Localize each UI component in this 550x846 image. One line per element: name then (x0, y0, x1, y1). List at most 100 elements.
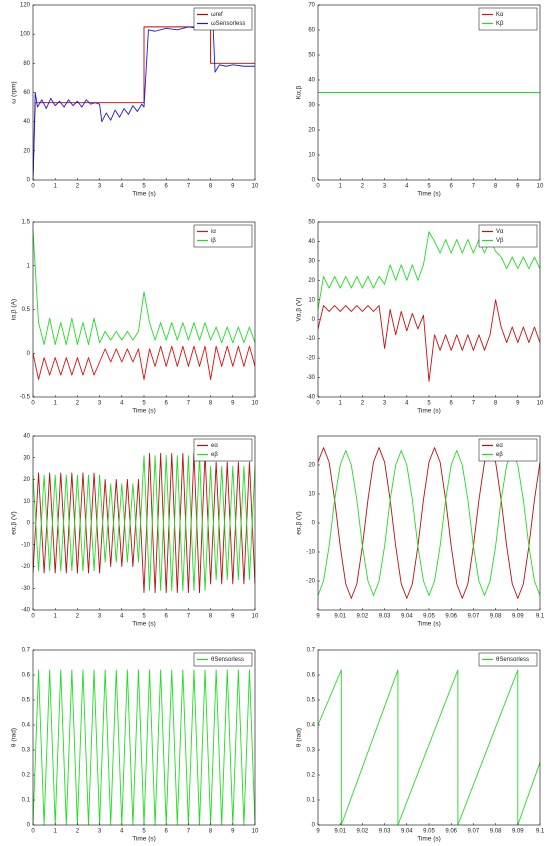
x-tick-label: 9.01 (334, 614, 346, 620)
y-tick-label: 0 (312, 317, 316, 323)
legend-label: ωref (211, 12, 223, 18)
x-tick-label: 9 (231, 614, 235, 620)
y-tick-label: 0 (27, 823, 31, 829)
x-tick-label: 9.02 (357, 829, 369, 835)
y-tick-label: 0.3 (22, 748, 31, 754)
legend-label: eα (496, 443, 503, 449)
y-tick-label: -30 (306, 375, 315, 381)
legend-label: iα (211, 229, 216, 235)
y-tick-label: 60 (23, 90, 30, 96)
legend-label: Kβ (496, 21, 504, 27)
x-tick-label: 10 (537, 184, 544, 190)
x-tick-label: 9.01 (334, 829, 346, 835)
x-tick-label: 10 (252, 614, 259, 620)
y-tick-label: 0 (312, 521, 316, 527)
y-tick-label: -10 (306, 336, 315, 342)
x-tick-label: 3 (383, 184, 387, 190)
x-tick-label: 7 (187, 614, 191, 620)
x-tick-label: 9.03 (379, 829, 391, 835)
x-tick-label: 9.03 (379, 614, 391, 620)
y-tick-label: 10 (308, 297, 315, 303)
x-tick-label: 9.05 (423, 829, 435, 835)
x-tick-label: 9.02 (357, 614, 369, 620)
y-tick-label: 60 (308, 28, 315, 34)
x-tick-label: 4 (405, 401, 409, 407)
y-tick-label: -20 (306, 356, 315, 362)
y-tick-label: 70 (308, 3, 315, 9)
y-tick-label: 0 (27, 178, 31, 184)
x-tick-label: 6 (165, 401, 169, 407)
x-axis-label: Time (s) (417, 408, 441, 415)
x-tick-label: 9.1 (536, 614, 545, 620)
x-tick-label: 9.06 (445, 614, 457, 620)
x-axis-label: Time (s) (132, 836, 156, 843)
x-tick-label: 9 (516, 401, 520, 407)
x-tick-label: 1 (339, 401, 343, 407)
x-tick-label: 9 (231, 184, 235, 190)
y-tick-label: 0.5 (22, 698, 31, 704)
x-tick-label: 9.08 (490, 614, 502, 620)
x-tick-label: 8 (209, 184, 213, 190)
x-tick-label: 2 (76, 829, 80, 835)
y-tick-label: 50 (308, 53, 315, 59)
legend-box (193, 7, 253, 31)
y-tick-label: 20 (308, 463, 315, 469)
x-tick-label: 10 (537, 401, 544, 407)
x-tick-label: 10 (252, 829, 259, 835)
legend-box (193, 652, 253, 667)
y-tick-label: 0.4 (307, 723, 316, 729)
x-tick-label: 9.04 (401, 614, 413, 620)
x-tick-label: 6 (165, 829, 169, 835)
legend-label: θSensorless (211, 657, 244, 663)
y-axis-label: eα,β (V) (296, 511, 303, 534)
y-tick-label: 0.5 (307, 698, 316, 704)
y-tick-label: -20 (21, 564, 30, 570)
x-tick-label: 9.06 (445, 829, 457, 835)
x-tick-label: 7 (187, 184, 191, 190)
y-tick-label: 0 (27, 351, 31, 357)
series-group (318, 669, 540, 825)
x-tick-label: 9.09 (512, 829, 524, 835)
legend-box (193, 224, 253, 248)
x-tick-label: 9.07 (468, 829, 480, 835)
y-tick-label: 0.3 (307, 748, 316, 754)
y-tick-label: 120 (20, 3, 31, 9)
x-tick-label: 10 (252, 401, 259, 407)
plot-area (318, 650, 540, 825)
y-tick-label: -40 (21, 608, 30, 614)
y-tick-label: 0 (312, 178, 316, 184)
x-tick-label: 9.08 (490, 829, 502, 835)
x-axis-label: Time (s) (132, 408, 156, 415)
x-tick-label: 3 (98, 614, 102, 620)
y-tick-label: -0.5 (20, 395, 31, 401)
y-tick-label: 10 (23, 499, 30, 505)
x-tick-label: 0 (31, 401, 35, 407)
x-tick-label: 3 (98, 401, 102, 407)
y-axis-label: Vα,β (V) (296, 297, 303, 321)
data-line (318, 669, 540, 825)
y-axis-label: θ (rad) (11, 728, 18, 747)
y-axis-label: eα,β (V) (11, 511, 18, 534)
panel: 9 9.01 9.02 9.03 9.04 9.05 9.06 9.07 9.08 9.09 9.1… (296, 648, 545, 843)
x-tick-label: 3 (98, 829, 102, 835)
y-tick-label: 40 (308, 239, 315, 245)
series-group (33, 669, 255, 825)
x-tick-label: 2 (76, 401, 80, 407)
y-tick-label: 30 (308, 258, 315, 264)
x-axis-label: Time (s) (417, 191, 441, 198)
y-tick-label: -20 (306, 579, 315, 585)
y-tick-label: 0.6 (22, 673, 31, 679)
x-tick-label: 6 (165, 184, 169, 190)
y-tick-label: 40 (23, 434, 30, 440)
series-group (318, 447, 540, 599)
y-tick-label: 0.7 (307, 648, 316, 654)
series-group (318, 231, 540, 382)
y-tick-label: -10 (306, 550, 315, 556)
data-line (318, 450, 540, 596)
y-tick-label: 20 (308, 278, 315, 284)
panel: 9 9.01 9.02 9.03 9.04 9.05 9.06 9.07 9.08 9.09 9.1… (296, 435, 545, 628)
x-tick-label: 9 (316, 829, 320, 835)
y-tick-label: 0.2 (22, 773, 31, 779)
panel: 0 1 2 3 4 5 6 7 8 9 10 -40 -30 -20 -10 0 10 20 30 40 Time (s… (11, 434, 259, 628)
